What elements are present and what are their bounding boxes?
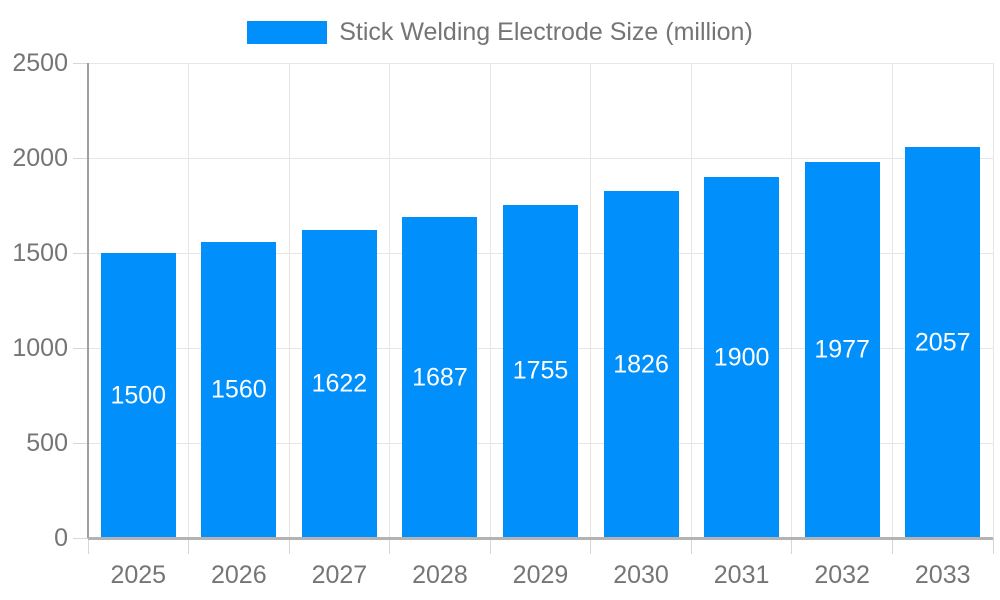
v-gridline: [791, 63, 793, 538]
v-gridline: [489, 63, 491, 538]
bar-value-label: 1900: [713, 343, 770, 371]
x-tick-label: 2029: [512, 561, 569, 589]
x-tick: [489, 538, 491, 554]
x-tick-label: 2025: [110, 561, 167, 589]
bar-2026[interactable]: [201, 241, 277, 538]
bar-2028[interactable]: [402, 217, 478, 538]
v-gridline: [992, 63, 994, 538]
x-tick: [590, 538, 592, 554]
x-tick-label: 2028: [412, 561, 468, 589]
y-tick-label: 0: [54, 524, 68, 552]
v-gridline: [690, 63, 692, 538]
h-gridline: [88, 157, 993, 159]
bar-2030[interactable]: [603, 191, 679, 538]
x-tick: [992, 538, 994, 554]
bar-value-label: 1560: [211, 375, 267, 404]
y-tick: [73, 442, 88, 444]
y-tick-label: 500: [26, 429, 68, 457]
x-tick: [891, 538, 893, 554]
v-gridline: [188, 63, 190, 538]
x-tick-label: 2031: [713, 561, 770, 589]
y-axis-line: [87, 63, 89, 538]
x-tick-label: 2030: [613, 561, 669, 589]
v-gridline: [288, 63, 290, 538]
y-tick: [73, 157, 88, 159]
legend-swatch-icon: [247, 21, 328, 44]
x-baseline: [88, 536, 993, 540]
bar-value-label: 1687: [412, 363, 468, 392]
x-tick: [188, 538, 190, 554]
y-tick-label: 2000: [12, 144, 68, 172]
y-tick: [73, 252, 88, 254]
x-tick-label: 2026: [211, 561, 267, 589]
bar-value-label: 1755: [512, 356, 569, 385]
bar-2031[interactable]: [704, 177, 780, 538]
bar-2029[interactable]: [503, 204, 578, 538]
y-tick-label: 1000: [12, 334, 68, 362]
y-tick-label: 1500: [12, 239, 68, 267]
y-tick: [73, 62, 88, 64]
x-tick: [87, 538, 89, 554]
x-tick: [690, 538, 692, 554]
bar-2027[interactable]: [301, 229, 377, 538]
x-tick: [288, 538, 290, 554]
v-gridline: [389, 63, 391, 538]
bar-2032[interactable]: [804, 162, 880, 538]
y-tick: [73, 347, 88, 349]
x-tick: [791, 538, 793, 554]
v-gridline: [590, 63, 592, 538]
x-tick-label: 2027: [311, 561, 368, 589]
h-gridline: [88, 62, 993, 64]
bar-value-label: 1977: [814, 335, 870, 364]
x-tick-label: 2033: [914, 561, 971, 589]
bar-2025[interactable]: [100, 253, 176, 538]
bar-2033[interactable]: [905, 147, 981, 538]
legend[interactable]: Stick Welding Electrode Size (million): [0, 20, 1000, 45]
y-tick: [73, 537, 88, 539]
y-tick-label: 2500: [12, 49, 68, 77]
legend-label: Stick Welding Electrode Size (million): [339, 18, 753, 46]
v-gridline: [891, 63, 893, 538]
bar-value-label: 1826: [613, 350, 669, 379]
x-tick-label: 2032: [814, 561, 870, 589]
x-tick: [389, 538, 391, 554]
bar-value-label: 1500: [110, 381, 167, 409]
bar-value-label: 2057: [914, 328, 971, 357]
bar-value-label: 1622: [311, 369, 368, 398]
